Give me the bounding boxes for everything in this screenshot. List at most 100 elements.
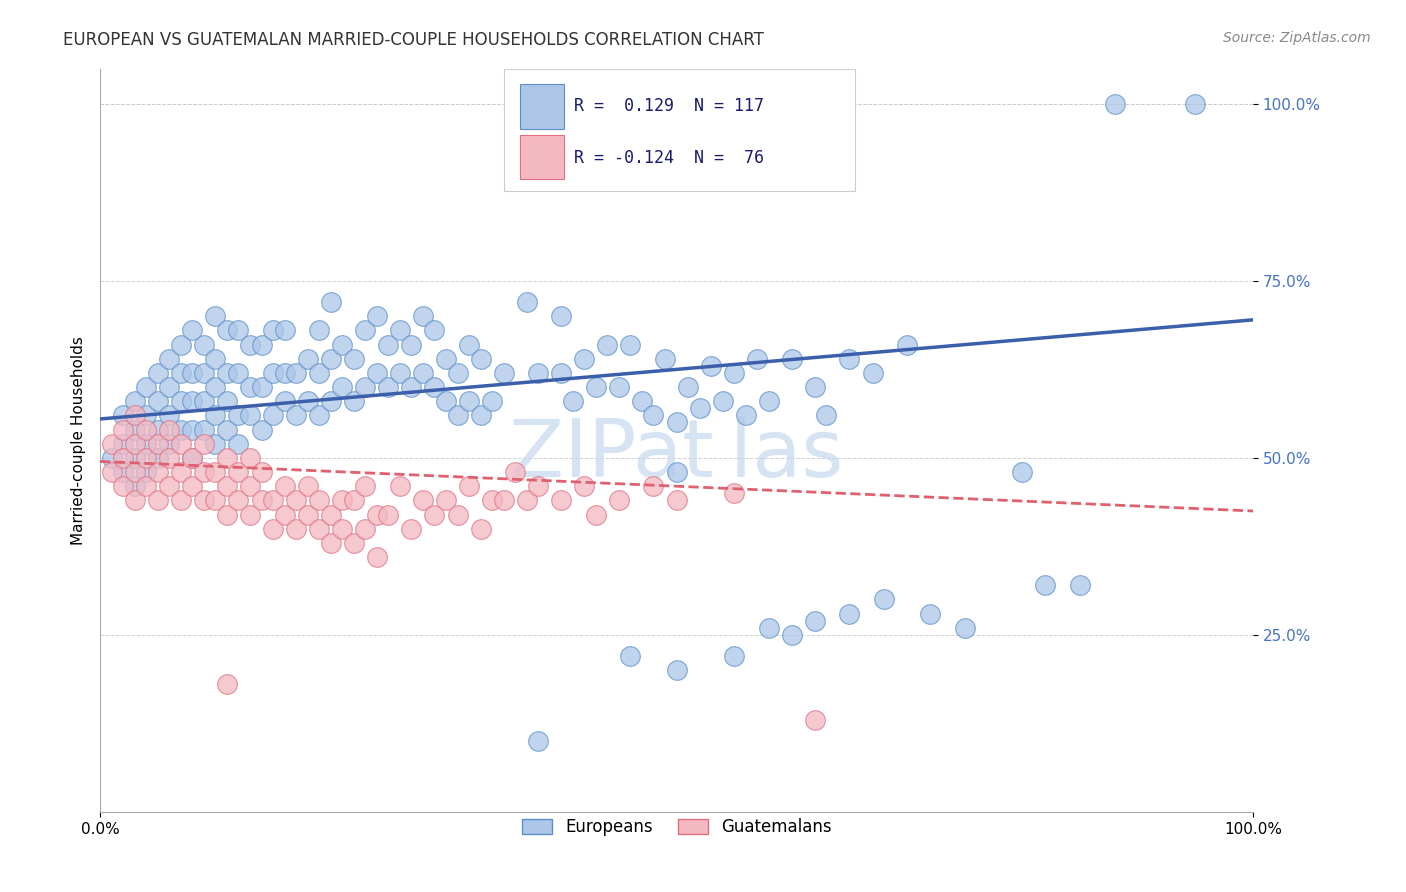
Point — [896, 337, 918, 351]
Point — [377, 508, 399, 522]
Point — [181, 450, 204, 465]
Point — [146, 465, 169, 479]
Point — [273, 479, 295, 493]
Point — [607, 380, 630, 394]
Point — [181, 450, 204, 465]
Point — [262, 366, 284, 380]
Point — [181, 479, 204, 493]
Text: R =  0.129  N = 117: R = 0.129 N = 117 — [574, 97, 763, 115]
Point — [446, 409, 468, 423]
Point — [354, 479, 377, 493]
Point — [481, 493, 503, 508]
Point — [343, 493, 366, 508]
Point — [181, 323, 204, 337]
Point — [285, 522, 308, 536]
Point — [481, 394, 503, 409]
Point — [458, 337, 481, 351]
Point — [596, 337, 619, 351]
Point — [157, 479, 180, 493]
Point — [146, 394, 169, 409]
Point — [319, 295, 342, 310]
Point — [157, 409, 180, 423]
Point — [297, 508, 319, 522]
Point — [492, 366, 515, 380]
Point — [239, 479, 262, 493]
Point — [330, 337, 353, 351]
Point — [953, 621, 976, 635]
Point — [308, 409, 330, 423]
Point — [723, 649, 745, 664]
Point — [804, 713, 827, 727]
Point — [873, 592, 896, 607]
Point — [330, 493, 353, 508]
Point — [319, 536, 342, 550]
Point — [181, 394, 204, 409]
Point — [215, 394, 238, 409]
Point — [124, 436, 146, 450]
Point — [204, 351, 226, 366]
Point — [273, 323, 295, 337]
Point — [250, 465, 273, 479]
Point — [527, 479, 550, 493]
Point — [193, 394, 215, 409]
Point — [100, 450, 122, 465]
Text: R = -0.124  N =  76: R = -0.124 N = 76 — [574, 149, 763, 167]
Point — [170, 394, 193, 409]
Point — [124, 409, 146, 423]
Point — [838, 607, 860, 621]
Point — [446, 366, 468, 380]
Point — [711, 394, 734, 409]
Point — [193, 337, 215, 351]
Y-axis label: Married-couple Households: Married-couple Households — [72, 335, 86, 545]
Point — [297, 351, 319, 366]
Point — [112, 450, 135, 465]
Point — [204, 380, 226, 394]
Point — [308, 493, 330, 508]
Point — [124, 493, 146, 508]
Point — [157, 450, 180, 465]
Point — [446, 508, 468, 522]
Point — [308, 522, 330, 536]
Point — [527, 734, 550, 748]
Point — [838, 351, 860, 366]
Point — [262, 522, 284, 536]
Point — [170, 436, 193, 450]
FancyBboxPatch shape — [520, 84, 564, 128]
Point — [631, 394, 654, 409]
Point — [204, 465, 226, 479]
Point — [619, 337, 641, 351]
Point — [135, 423, 157, 437]
Point — [434, 394, 457, 409]
Point — [458, 479, 481, 493]
Point — [146, 436, 169, 450]
Point — [434, 351, 457, 366]
Point — [228, 493, 250, 508]
Point — [723, 486, 745, 500]
Point — [434, 493, 457, 508]
Point — [366, 549, 388, 564]
Point — [193, 493, 215, 508]
Point — [574, 479, 596, 493]
Point — [100, 436, 122, 450]
Point — [815, 409, 838, 423]
Point — [423, 380, 446, 394]
Point — [273, 366, 295, 380]
Point — [193, 436, 215, 450]
Point — [204, 436, 226, 450]
Point — [146, 493, 169, 508]
Point — [862, 366, 884, 380]
Point — [146, 423, 169, 437]
Point — [204, 409, 226, 423]
Point — [135, 479, 157, 493]
Point — [665, 416, 688, 430]
Point — [157, 380, 180, 394]
Point — [157, 351, 180, 366]
Point — [239, 380, 262, 394]
Point — [170, 465, 193, 479]
Point — [193, 366, 215, 380]
Point — [135, 380, 157, 394]
Point — [758, 621, 780, 635]
Point — [527, 366, 550, 380]
Point — [250, 493, 273, 508]
Point — [503, 465, 526, 479]
